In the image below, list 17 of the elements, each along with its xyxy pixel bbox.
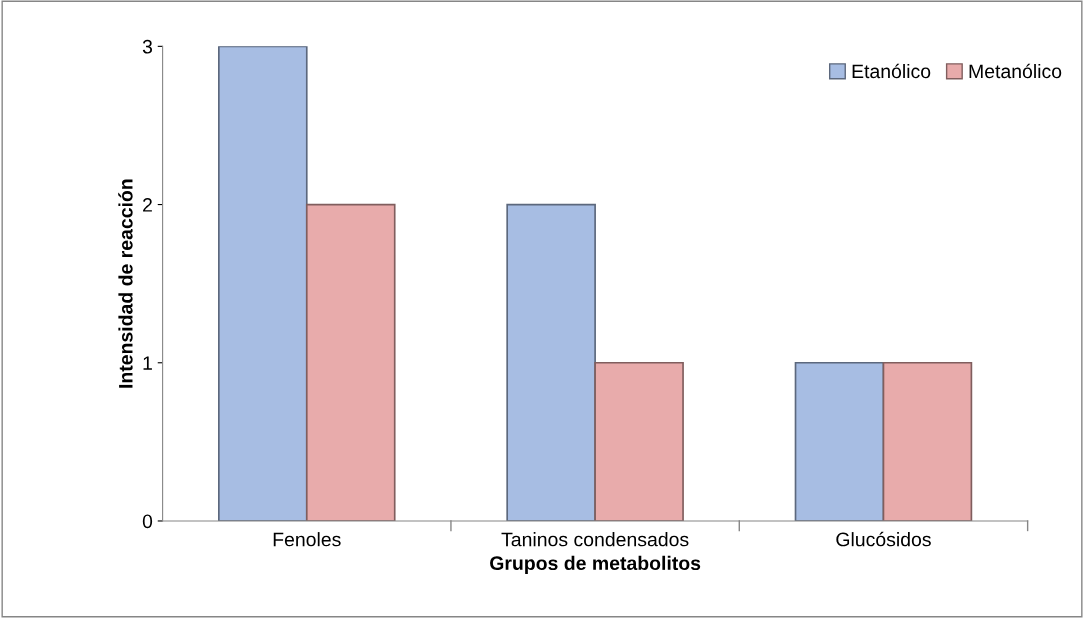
- bar: [506, 203, 596, 521]
- x-axis-title: Grupos de metabolitos: [490, 555, 701, 574]
- x-tick-label: Taninos condensados: [501, 532, 689, 547]
- bar: [882, 361, 973, 521]
- bar: [594, 361, 684, 521]
- legend-label: Metanólico: [969, 63, 1062, 79]
- x-tick-label: Fenoles: [273, 532, 341, 547]
- bar: [217, 46, 308, 521]
- y-tick-label: 1: [143, 356, 152, 370]
- y-tick-label: 0: [142, 514, 153, 529]
- bar: [794, 361, 885, 521]
- bar: [305, 203, 396, 521]
- x-tick-label: Glucósidos: [836, 531, 931, 547]
- y-tick-label: 2: [143, 198, 152, 212]
- y-axis-title: Intensidad de reacción: [118, 179, 133, 388]
- y-tick-label: 3: [142, 39, 153, 54]
- legend-label: Etanólico: [852, 63, 931, 79]
